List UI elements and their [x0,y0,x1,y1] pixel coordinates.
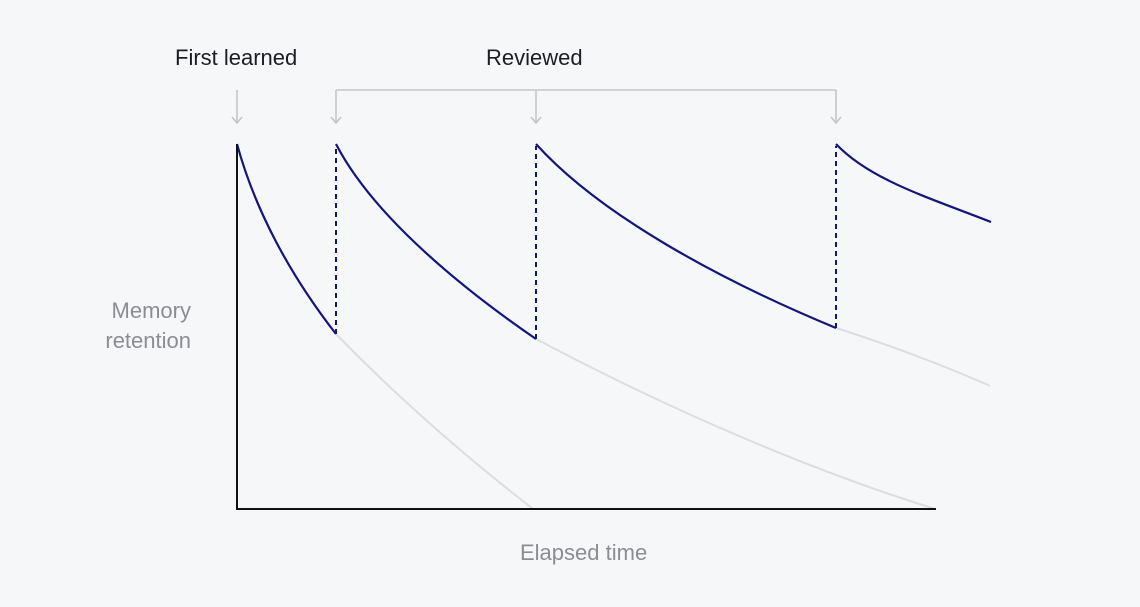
first-learned-arrow-icon [231,90,243,125]
x-axis-label: Elapsed time [520,540,648,565]
decay-curve-3-faded [835,327,991,387]
reviewed-bracket [335,89,837,123]
reviewed-label: Reviewed [486,45,583,70]
reviewed-arrow-icon-3 [830,116,842,125]
decay-curve-2-faded [535,338,936,510]
decay-curve-3 [535,143,837,330]
decay-curve-1 [235,143,337,335]
decay-curve-4 [835,143,992,224]
y-axis-label: Memory retention [105,298,191,353]
decay-curve-2 [335,143,537,340]
reviewed-arrow-icon-2 [530,116,542,125]
reviewed-arrow-icon-1 [330,116,342,125]
decay-curve-1-faded [335,333,534,510]
first-learned-label: First learned [175,45,298,70]
